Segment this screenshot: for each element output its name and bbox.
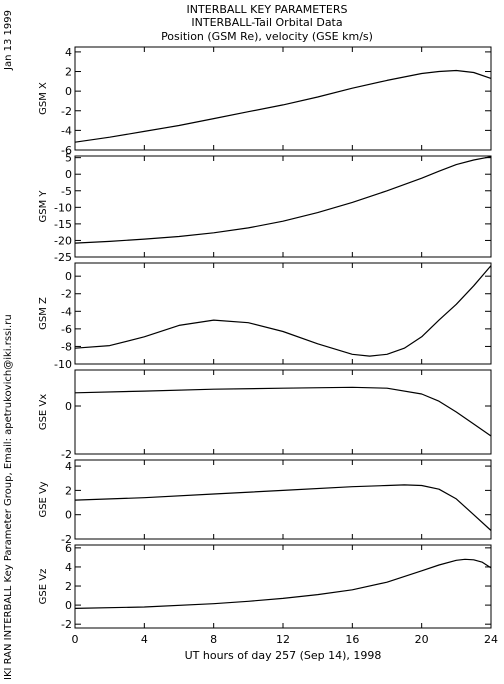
- y-tick-label: -8: [61, 340, 72, 353]
- x-tick-label: 0: [72, 633, 79, 646]
- series-line: [74, 156, 492, 244]
- y-tick-label: -4: [61, 305, 72, 318]
- series-line: [74, 484, 492, 531]
- series-line: [74, 265, 492, 357]
- x-axis-label: UT hours of day 257 (Sep 14), 1998: [185, 649, 382, 662]
- y-tick-label: -25: [54, 251, 72, 264]
- y-tick-label: 2: [65, 484, 72, 497]
- y-tick-label: -15: [54, 218, 72, 231]
- y-axis-label: GSE Vx: [38, 394, 49, 430]
- x-tick-label: 20: [415, 633, 429, 646]
- y-tick-label: 0: [65, 400, 72, 413]
- y-axis-label: GSE Vz: [38, 569, 49, 605]
- x-axis: 0 4 8 12 16 20 24: [72, 633, 499, 646]
- y-tick-label: 0: [65, 270, 72, 283]
- side-credit: IKI RAN INTERBALL Key Parameter Group, E…: [3, 314, 14, 680]
- x-tick-label: 8: [210, 633, 217, 646]
- header-subtitle: INTERBALL-Tail Orbital Data: [191, 16, 342, 29]
- panel-frame: [74, 46, 492, 151]
- header: INTERBALL KEY PARAMETERS INTERBALL-Tail …: [161, 3, 373, 43]
- panel-3: -10 -8 -6 -4 -2 0 GSM Z: [38, 262, 492, 371]
- y-tick-label: -2: [61, 533, 72, 546]
- panel-4: -2 0 GSE Vx: [38, 369, 492, 461]
- y-tick-label: 0: [65, 168, 72, 181]
- panel-frame: [74, 262, 492, 365]
- y-tick-label: 4: [65, 561, 72, 574]
- panel-2: -25 -20 -15 -10 -5 0 5 GSM Y: [38, 152, 492, 264]
- y-tick-label: 2: [65, 66, 72, 79]
- y-tick-label: -10: [54, 358, 72, 371]
- y-tick-label: 6: [65, 542, 72, 555]
- x-tick-label: 4: [141, 633, 148, 646]
- y-tick-label: 4: [65, 460, 72, 473]
- y-tick-label: -6: [61, 144, 72, 157]
- x-tick-label: 24: [484, 633, 498, 646]
- series-line: [74, 386, 492, 437]
- panel-frame: [74, 155, 492, 258]
- y-tick-label: 0: [65, 599, 72, 612]
- y-axis-label: GSE Vy: [38, 481, 49, 517]
- panel-6: -2 0 2 4 6 GSE Vz: [38, 542, 492, 631]
- header-units: Position (GSM Re), velocity (GSE km/s): [161, 30, 373, 43]
- y-axis-label: GSM Y: [38, 190, 49, 223]
- y-axis-label: GSM X: [38, 82, 49, 115]
- y-tick-label: -2: [61, 288, 72, 301]
- header-title: INTERBALL KEY PARAMETERS: [187, 3, 348, 16]
- panel-frame: [74, 544, 492, 629]
- y-tick-label: 2: [65, 580, 72, 593]
- panel-5: -2 0 2 4 GSE Vy: [38, 459, 492, 546]
- y-tick-label: -20: [54, 234, 72, 247]
- y-tick-label: -2: [61, 105, 72, 118]
- y-tick-label: -4: [61, 124, 72, 137]
- y-tick-label: -2: [61, 448, 72, 461]
- y-tick-label: 0: [65, 509, 72, 522]
- series-line: [74, 558, 492, 609]
- x-tick-label: 16: [345, 633, 359, 646]
- y-tick-label: 0: [65, 85, 72, 98]
- y-tick-label: -2: [61, 618, 72, 631]
- y-tick-label: -6: [61, 323, 72, 336]
- panel-1: -6 -4 -2 0 2 4 GSM X: [38, 46, 492, 157]
- side-date: Jan 13 1999: [3, 10, 14, 71]
- panel-frame: [74, 369, 492, 455]
- y-tick-label: -10: [54, 201, 72, 214]
- y-tick-label: 5: [65, 152, 72, 165]
- x-tick-label: 12: [276, 633, 290, 646]
- y-tick-label: -5: [61, 185, 72, 198]
- series-line: [74, 69, 492, 143]
- y-axis-label: GSM Z: [38, 297, 49, 330]
- y-tick-label: 4: [65, 46, 72, 59]
- panel-frame: [74, 459, 492, 540]
